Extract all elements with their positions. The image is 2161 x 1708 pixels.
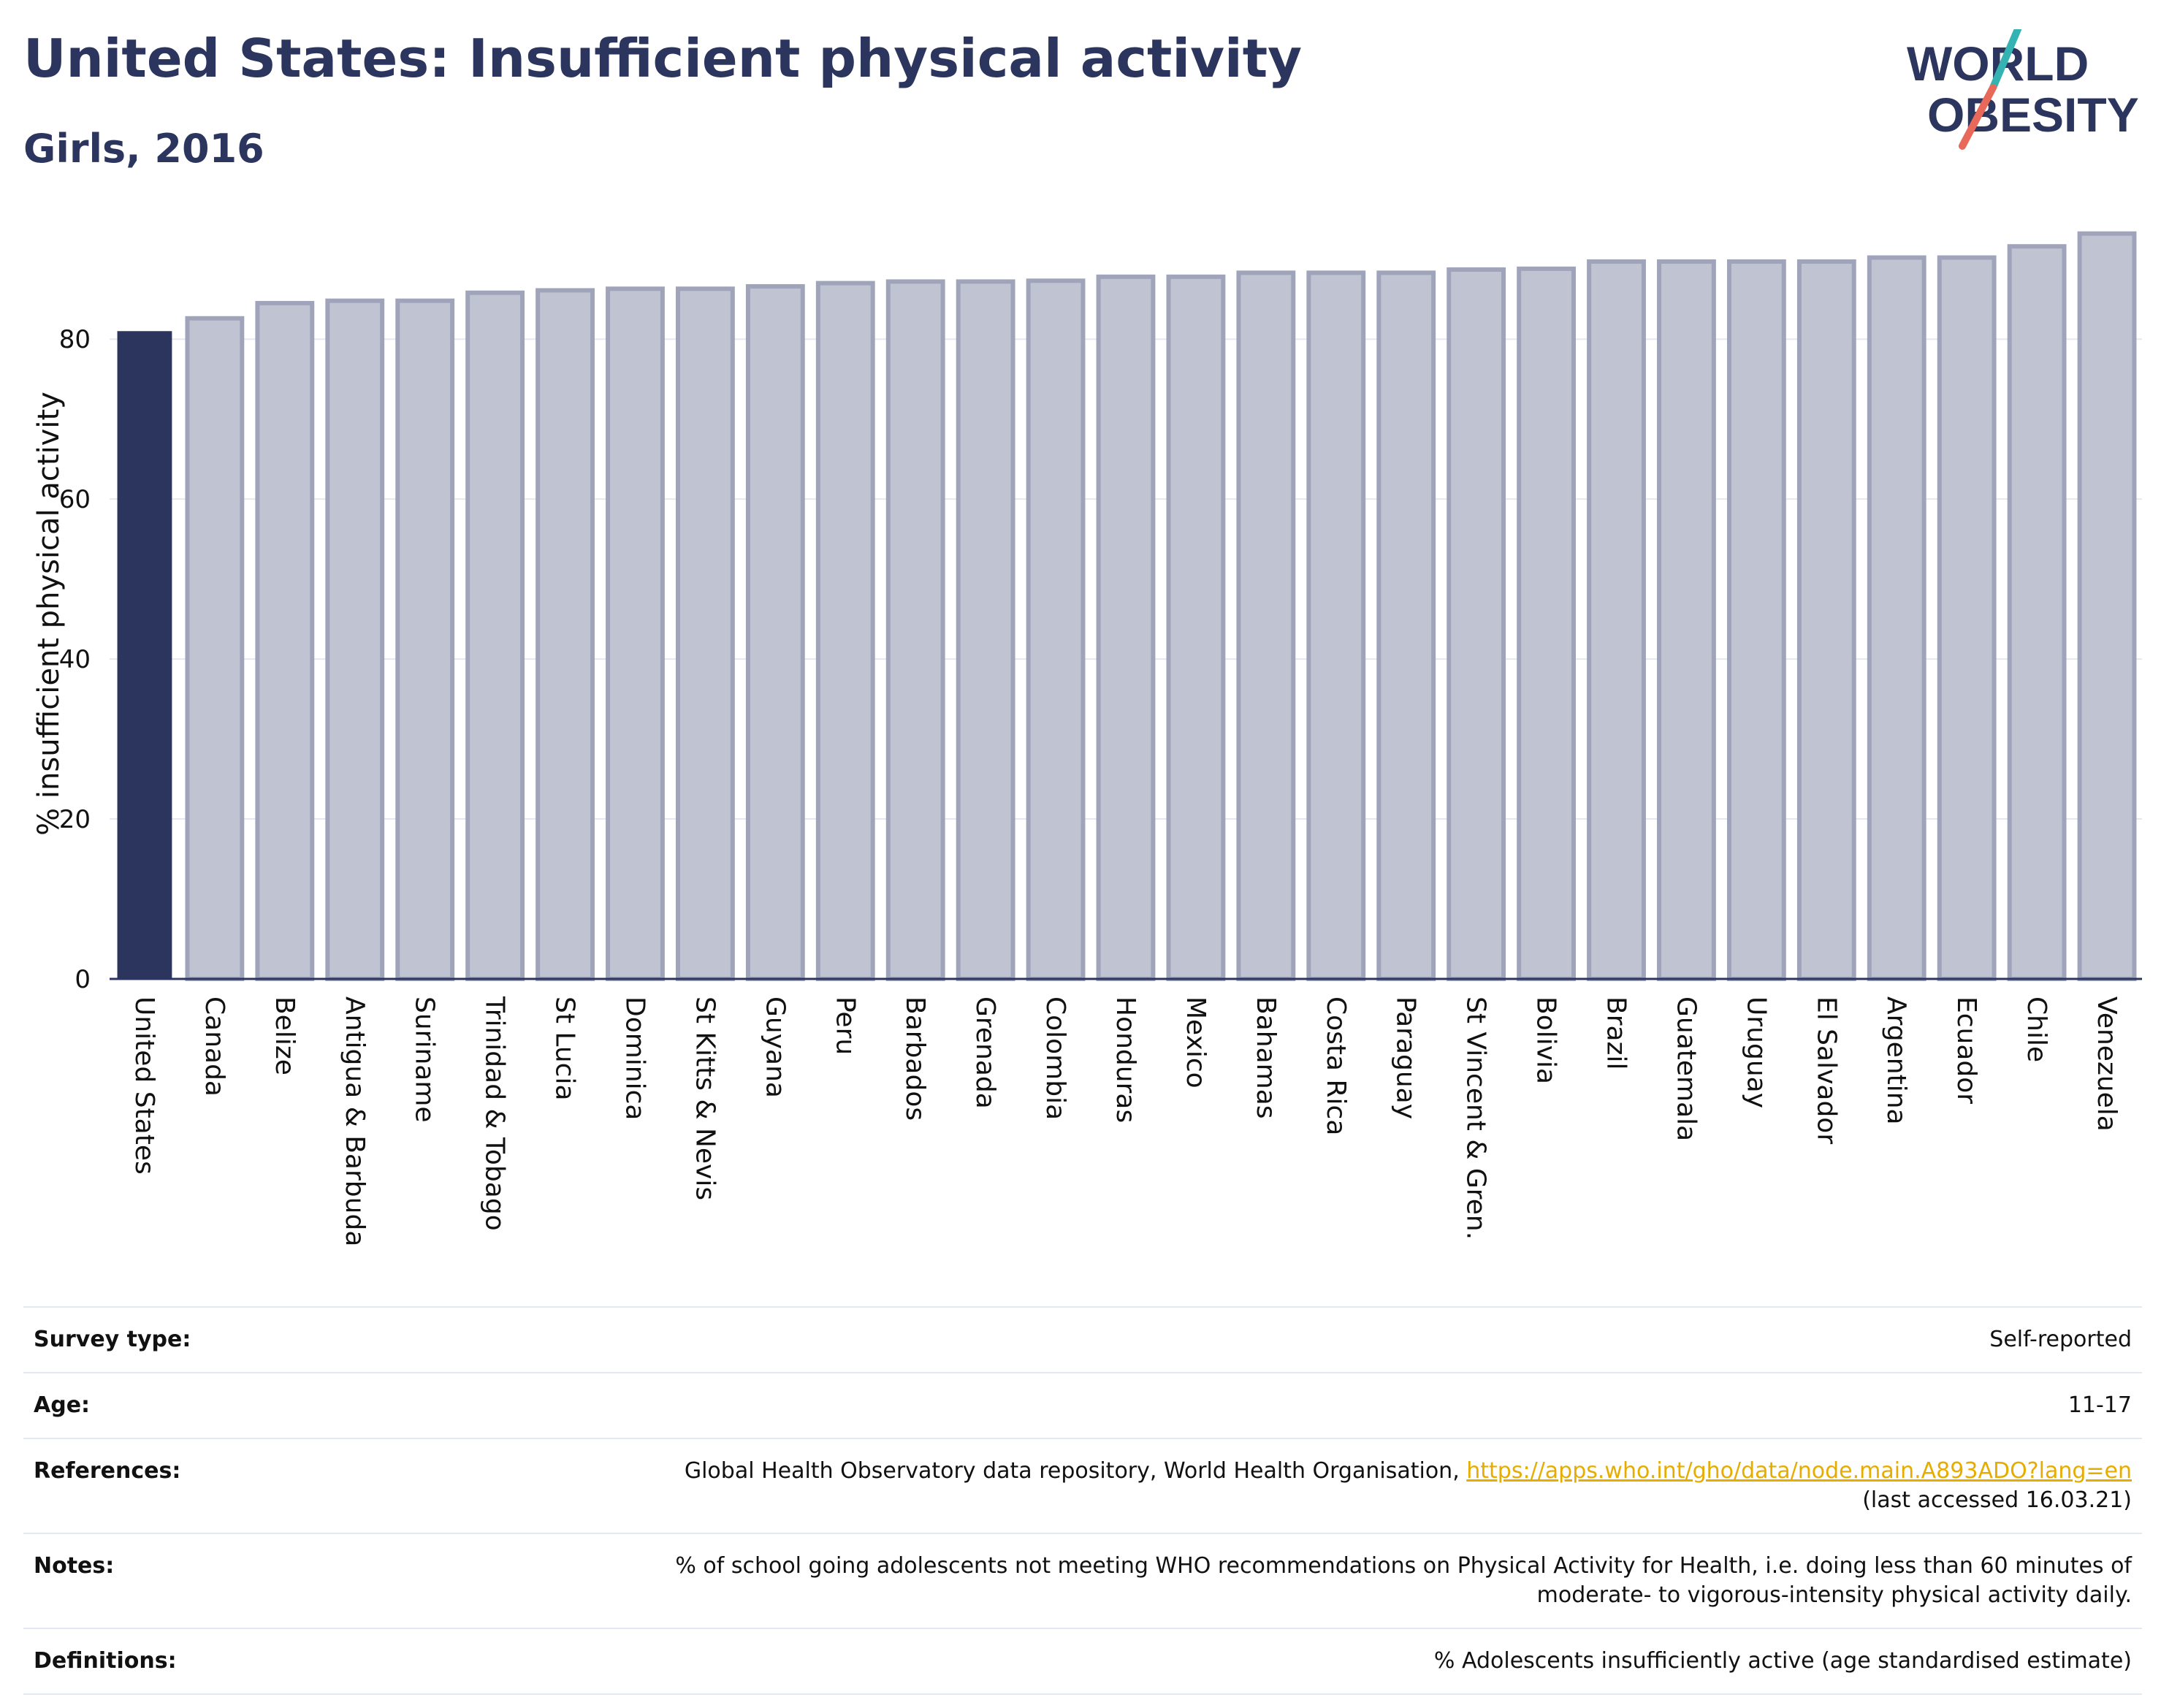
- bar: [745, 283, 805, 982]
- x-tick-label: Argentina: [1881, 996, 1911, 1125]
- x-tick-label: Venezuela: [2092, 996, 2122, 1132]
- bar: [325, 298, 385, 982]
- notes-line2: moderate- to vigorous-intensity physical…: [1536, 1582, 2132, 1608]
- x-tick-label: Guyana: [760, 996, 790, 1098]
- bar: [1376, 270, 1436, 982]
- bar: [1306, 270, 1366, 982]
- y-tick-label: 20: [59, 805, 91, 834]
- row-key: Age:: [23, 1372, 336, 1438]
- x-tick-label: St Kitts & Nevis: [690, 996, 720, 1200]
- x-tick-label: Peru: [830, 996, 860, 1055]
- x-tick-label: Dominica: [620, 996, 649, 1121]
- row-key: Survey type:: [23, 1306, 336, 1373]
- bar: [1026, 278, 1086, 981]
- table-row-age: Age: 11-17: [23, 1372, 2142, 1438]
- x-tick-label: Belize: [270, 996, 300, 1075]
- bar: [1937, 255, 1997, 982]
- reference-text: Global Health Observatory data repositor…: [684, 1458, 1467, 1484]
- x-tick-label: Barbados: [900, 996, 930, 1121]
- bar: [465, 290, 525, 982]
- chart-subtitle: Girls, 2016: [23, 126, 264, 172]
- bar: [1166, 274, 1226, 982]
- x-tick-label: Honduras: [1110, 996, 1140, 1123]
- table-row-references: References: Global Health Observatory da…: [23, 1438, 2142, 1533]
- bar: [2007, 244, 2067, 981]
- x-tick-label: United States: [129, 996, 159, 1175]
- bar: [815, 281, 875, 982]
- x-tick-label: El Salvador: [1811, 996, 1841, 1144]
- table-row-notes: Notes: % of school going adolescents not…: [23, 1533, 2142, 1628]
- row-value: 11-17: [336, 1372, 2142, 1438]
- y-tick-label: 0: [75, 965, 91, 994]
- bar: [1587, 259, 1646, 981]
- x-tick-label: Canada: [199, 996, 229, 1097]
- row-value: Global Health Observatory data repositor…: [336, 1438, 2142, 1533]
- chart-title: United States: Insufficient physical act…: [23, 28, 1303, 89]
- notes-line1: % of school going adolescents not meetin…: [675, 1553, 2132, 1579]
- bar: [395, 298, 455, 982]
- world-obesity-logo: WORLD OBESITY: [1907, 29, 2139, 150]
- bar: [255, 300, 315, 981]
- row-value: % of school going adolescents not meetin…: [336, 1533, 2142, 1628]
- table-row-survey-type: Survey type: Self-reported: [23, 1306, 2142, 1373]
- x-tick-label: Colombia: [1040, 996, 1070, 1120]
- logo-line2: OBESITY: [1927, 88, 2139, 142]
- row-value: Self-reported: [336, 1306, 2142, 1373]
- x-tick-label: Uruguay: [1741, 996, 1771, 1108]
- row-key: Notes:: [23, 1533, 336, 1628]
- x-tick-label: Costa Rica: [1321, 996, 1351, 1135]
- x-tick-label: Chile: [2021, 996, 2051, 1062]
- x-tick-label: Trinidad & Tobago: [480, 996, 510, 1231]
- bar: [1867, 255, 1926, 982]
- y-tick-label: 60: [59, 485, 91, 514]
- bar: [1517, 266, 1576, 982]
- bar: [606, 286, 665, 981]
- x-tick-label: Suriname: [410, 996, 440, 1123]
- row-value: % Adolescents insufficiently active (age…: [336, 1628, 2142, 1695]
- bar: [536, 288, 595, 981]
- x-tick-label: Guatemala: [1671, 996, 1701, 1141]
- x-tick-label: Bolivia: [1531, 996, 1561, 1084]
- y-tick-label: 40: [59, 645, 91, 674]
- table-row-definitions: Definitions: % Adolescents insufficientl…: [23, 1628, 2142, 1695]
- bar: [956, 279, 1015, 982]
- y-tick-label: 80: [59, 325, 91, 354]
- x-tick-label: St Vincent & Gren.: [1461, 996, 1491, 1240]
- logo-slash-top: [1989, 29, 2021, 91]
- row-key: Definitions:: [23, 1628, 336, 1695]
- x-tick-label: Mexico: [1181, 996, 1211, 1089]
- bar: [1796, 259, 1856, 981]
- logo-slash-bottom: [1959, 84, 1997, 150]
- bar: [1657, 259, 1716, 981]
- reference-link[interactable]: https://apps.who.int/gho/data/node.main.…: [1466, 1458, 2132, 1484]
- bar: [676, 286, 735, 981]
- x-tick-label: Ecuador: [1951, 996, 1981, 1104]
- bar: [1726, 259, 1786, 981]
- bar: [1096, 274, 1156, 982]
- bar: [1447, 267, 1506, 981]
- row-key: References:: [23, 1438, 336, 1533]
- info-table: Survey type: Self-reported Age: 11-17 Re…: [23, 1306, 2142, 1695]
- bar: [185, 316, 245, 981]
- x-tick-label: Antigua & Barbuda: [340, 996, 370, 1246]
- x-tick-label: Bahamas: [1251, 996, 1281, 1119]
- x-tick-label: Paraguay: [1391, 996, 1421, 1119]
- x-tick-label: Grenada: [970, 996, 1000, 1109]
- bar: [117, 331, 172, 979]
- y-axis-label: % insufficient physical activity: [32, 392, 66, 836]
- reference-accessed: (last accessed 16.03.21): [1862, 1487, 2132, 1513]
- bar: [2077, 231, 2137, 981]
- bar-chart: 0 20 40 60 80 United States Canada Belize Antigu…: [32, 231, 2142, 1246]
- x-tick-label: St Lucia: [550, 996, 580, 1101]
- bar: [885, 279, 945, 982]
- x-tick-label: Brazil: [1601, 996, 1631, 1070]
- bar: [1236, 270, 1296, 982]
